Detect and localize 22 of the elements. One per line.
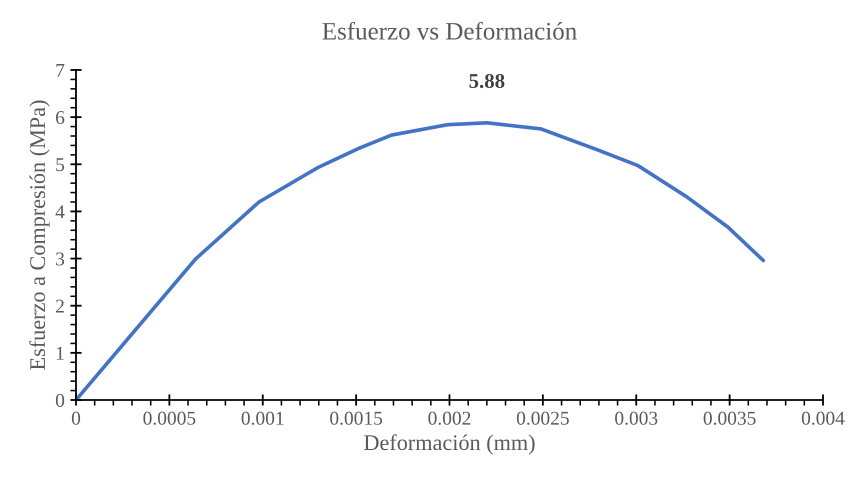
x-axis-title: Deformación (mm) (364, 434, 535, 455)
x-tick-label: 0.002 (428, 412, 470, 425)
y-tick-label: 3 (56, 252, 64, 266)
y-tick-label: 2 (56, 300, 64, 312)
y-tick-label: 7 (56, 64, 64, 77)
x-tick-label: 0.0025 (516, 412, 569, 425)
x-tick-label: 0.001 (242, 412, 284, 425)
x-tick-label: 0 (72, 412, 80, 425)
x-tick-label: 0.0035 (704, 412, 756, 425)
y-tick-label: 1 (56, 346, 64, 360)
x-tick-label: 0.0005 (143, 412, 196, 425)
line-series (76, 120, 766, 400)
annotation: 5.88 (469, 74, 504, 88)
y-tick-label: 4 (56, 205, 65, 218)
x-tick-label: 0.004 (802, 412, 845, 425)
x-tick-label: 0.0015 (330, 412, 382, 425)
chart-title: Esfuerzo vs Deformación (322, 22, 577, 40)
y-tick-label: 5 (56, 158, 64, 172)
y-axis-title: Esfuerzo a Compresión (MPa) (29, 100, 50, 370)
y-tick-label: 0 (56, 394, 64, 407)
y-tick-label: 6 (56, 111, 64, 124)
x-tick-label: 0.003 (615, 412, 658, 425)
